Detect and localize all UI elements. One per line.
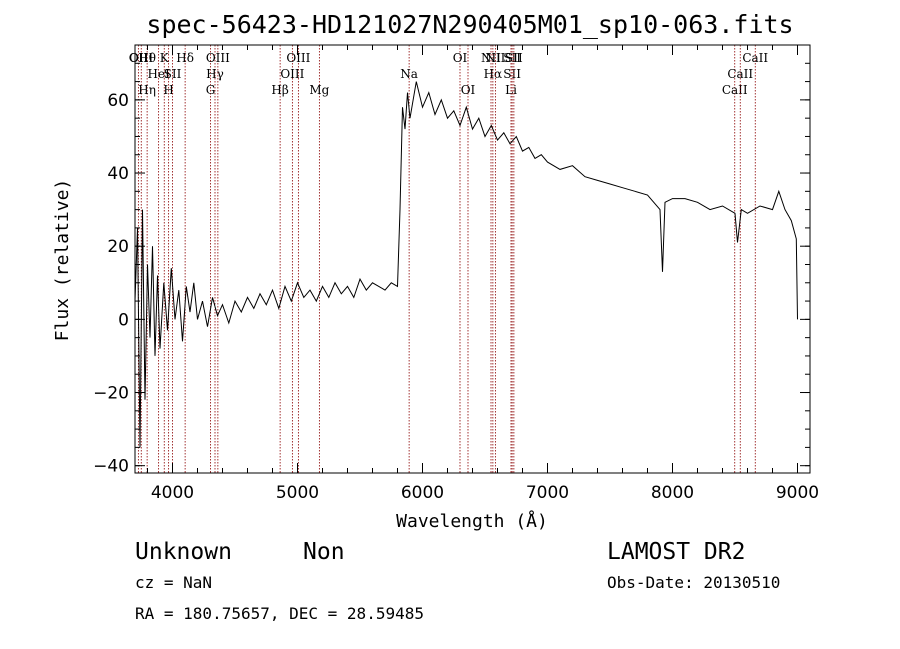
line-mark-label: OI	[453, 51, 468, 65]
y-tick-label: 0	[118, 310, 129, 330]
line-mark-label: SII	[503, 67, 521, 81]
x-axis-label: Wavelength (Å)	[396, 510, 548, 532]
y-tick-label: −40	[93, 457, 129, 477]
line-mark-label: Li	[505, 83, 517, 97]
line-mark-label: CaII	[727, 67, 753, 81]
y-tick-label: −20	[93, 384, 129, 404]
obs-date: Obs-Date: 20130510	[607, 573, 780, 592]
y-tick-label: 60	[107, 91, 129, 111]
line-mark-label: OIII	[280, 67, 304, 81]
line-marks: OIIOIIIHθHηHeIKHSIIHδGHγOIIIHβOIIIOIIIMg…	[129, 45, 768, 473]
line-mark-label: NII	[481, 51, 501, 65]
spectrum-series	[134, 81, 798, 448]
line-mark-label: SII	[505, 51, 523, 65]
line-mark-label: Hθ	[138, 51, 156, 65]
line-mark-label: NII	[485, 51, 505, 65]
x-tick-label: 5000	[276, 483, 319, 503]
y-axis: −40 −20 0 20 40 60	[93, 62, 810, 477]
object-class: Unknown	[135, 539, 232, 565]
survey-name: LAMOST DR2	[607, 539, 745, 565]
line-mark-label: H	[163, 83, 173, 97]
x-axis: 4000 5000 6000 7000 8000 9000	[147, 45, 819, 503]
x-tick-label: 4000	[151, 483, 194, 503]
x-tick-label: 6000	[401, 483, 444, 503]
y-axis-label: Flux (relative)	[52, 179, 73, 342]
line-mark-label: Na	[400, 67, 418, 81]
line-mark-label: OIII	[286, 51, 310, 65]
line-mark-label: Hα	[484, 67, 503, 81]
x-tick-label: 8000	[651, 483, 694, 503]
coordinates: RA = 180.75657, DEC = 28.59485	[135, 604, 424, 623]
plot-frame	[134, 44, 811, 474]
line-mark-label: SII	[164, 67, 182, 81]
line-mark-label: Hδ	[176, 51, 194, 65]
spectrum-layer	[134, 81, 798, 448]
line-mark-label: OI	[461, 83, 476, 97]
line-mark-label: K	[160, 51, 170, 65]
line-mark-label: OII	[129, 51, 149, 65]
line-mark-label: Mg	[309, 83, 329, 97]
y-tick-label: 20	[107, 237, 129, 257]
x-tick-label: 9000	[776, 483, 819, 503]
x-tick-label: 7000	[526, 483, 569, 503]
line-mark-label: OIII	[206, 51, 230, 65]
line-mark-label: CaII	[742, 51, 768, 65]
redshift-text: cz = NaN	[135, 573, 212, 592]
line-mark-label: Hη	[138, 83, 156, 97]
line-mark-label: CaII	[722, 83, 748, 97]
line-mark-label: G	[206, 83, 216, 97]
line-mark-label: Hγ	[206, 67, 224, 81]
line-mark-label: Hβ	[271, 83, 288, 97]
object-subclass: Non	[303, 539, 345, 565]
y-tick-label: 40	[107, 164, 129, 184]
line-mark-label: SII	[503, 51, 521, 65]
chart-title: spec-56423-HD121027N290405M01_sp10-063.f…	[146, 10, 793, 39]
